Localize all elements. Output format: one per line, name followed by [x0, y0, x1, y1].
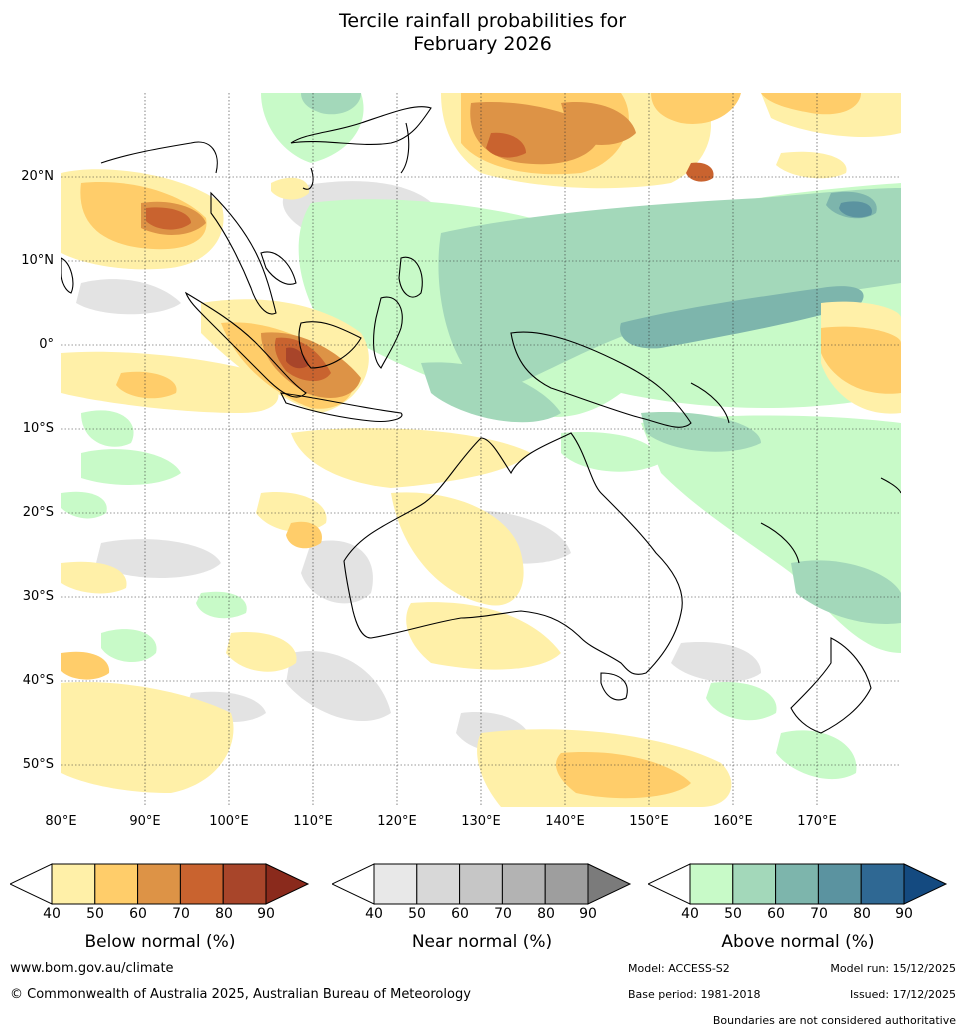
below-swatch-tip: [265, 863, 310, 905]
below-tick-40: 40: [43, 906, 61, 922]
below-swatch-4: [179, 863, 224, 905]
below-normal-colorbar: 40 50 60 70 80 90 Below normal (%): [8, 862, 310, 972]
below-normal-very-high: [146, 132, 714, 382]
below-normal-title: Below normal (%): [84, 932, 236, 952]
map-title: Tercile rainfall probabilities for Febru…: [338, 10, 627, 55]
above-tick-60: 60: [767, 906, 785, 922]
lat-tick-10n: 10°N: [21, 253, 54, 268]
below-tick-60: 60: [129, 906, 147, 922]
below-swatch-2: [94, 863, 139, 905]
above-swatch-2: [732, 863, 777, 905]
near-normal-colorbar: 40 50 60 70 80 90 Near normal (%): [330, 862, 632, 972]
base-period-text: Base period: 1981-2018: [628, 988, 761, 1001]
above-normal-moderate: [301, 93, 901, 624]
above-normal-high: [620, 191, 877, 349]
near-tick-60: 60: [451, 906, 469, 922]
lon-tick-100e: 100°E: [209, 814, 249, 829]
near-swatch-4: [501, 863, 546, 905]
above-swatch-tip: [903, 863, 948, 905]
below-normal-colorbar-swatches: [8, 863, 310, 905]
lat-tick-40s: 40°S: [22, 673, 54, 688]
near-tick-90: 90: [579, 906, 597, 922]
above-tick-40: 40: [681, 906, 699, 922]
near-tick-40: 40: [365, 906, 383, 922]
near-tick-80: 80: [537, 906, 555, 922]
above-swatch-1: [689, 863, 734, 905]
lat-tick-30s: 30°S: [22, 589, 54, 604]
above-swatch-4: [817, 863, 862, 905]
lat-tick-20n: 20°N: [21, 169, 54, 184]
issued-text: Issued: 17/12/2025: [849, 988, 956, 1001]
above-tick-80: 80: [853, 906, 871, 922]
below-tick-80: 80: [215, 906, 233, 922]
website-link[interactable]: www.bom.gov.au/climate: [10, 961, 174, 976]
above-swatch-5: [860, 863, 905, 905]
near-tick-70: 70: [494, 906, 512, 922]
near-swatch-5: [544, 863, 589, 905]
model-run-text: Model run: 15/12/2025: [830, 962, 956, 975]
below-swatch-3: [137, 863, 181, 905]
lat-tick-0: 0°: [39, 337, 54, 352]
near-normal-colorbar-swatches: [330, 863, 632, 905]
lon-tick-130e: 130°E: [461, 814, 501, 829]
below-tick-90: 90: [257, 906, 275, 922]
near-swatch-3: [459, 863, 503, 905]
above-tick-70: 70: [810, 906, 828, 922]
above-normal-title: Above normal (%): [721, 932, 875, 952]
near-swatch-2: [416, 863, 461, 905]
model-text: Model: ACCESS-S2: [628, 962, 730, 975]
graticule: [61, 93, 901, 807]
below-swatch-5: [222, 863, 267, 905]
below-tick-50: 50: [86, 906, 104, 922]
lon-tick-90e: 90°E: [129, 814, 161, 829]
lon-tick-120e: 120°E: [377, 814, 417, 829]
below-swatch-1: [51, 863, 96, 905]
near-normal-title: Near normal (%): [411, 932, 553, 952]
lat-tick-50s: 50°S: [22, 757, 54, 772]
rainfall-probability-map: [61, 93, 901, 807]
above-tick-90: 90: [895, 906, 913, 922]
lon-tick-80e: 80°E: [45, 814, 77, 829]
below-normal-peak: [286, 347, 309, 369]
near-tick-50: 50: [408, 906, 426, 922]
below-tick-70: 70: [172, 906, 190, 922]
lon-tick-160e: 160°E: [713, 814, 753, 829]
above-normal-colorbar-swatches: [646, 863, 948, 905]
above-tick-50: 50: [724, 906, 742, 922]
lon-tick-170e: 170°E: [797, 814, 837, 829]
lon-tick-150e: 150°E: [629, 814, 669, 829]
lat-tick-10s: 10°S: [22, 421, 54, 436]
above-swatch-3: [775, 863, 819, 905]
lat-tick-20s: 20°S: [22, 505, 54, 520]
copyright-text: © Commonwealth of Australia 2025, Austra…: [10, 987, 471, 1002]
disclaimer-text: Boundaries are not considered authoritat…: [712, 1014, 956, 1027]
lon-tick-140e: 140°E: [545, 814, 585, 829]
near-swatch-1: [373, 863, 418, 905]
lon-tick-110e: 110°E: [293, 814, 333, 829]
near-swatch-tip: [587, 863, 632, 905]
above-normal-colorbar: 40 50 60 70 80 90 Above normal (%): [646, 862, 948, 972]
